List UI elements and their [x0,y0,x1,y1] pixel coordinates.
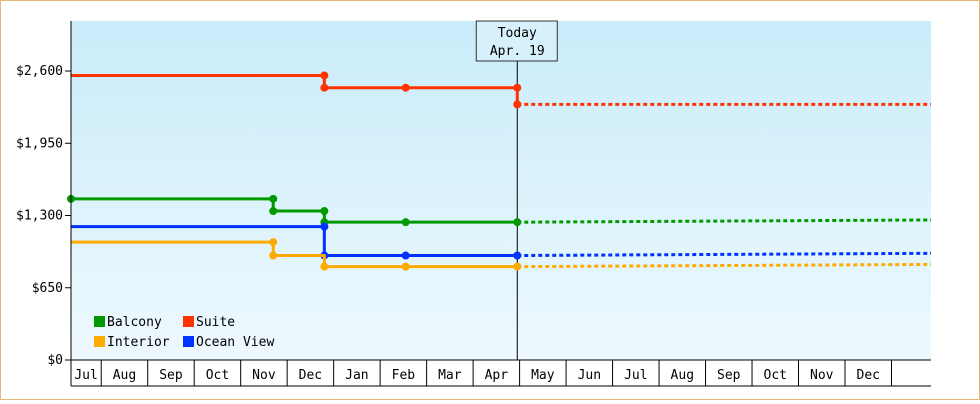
series-balcony-point-5 [401,218,410,227]
series-interior-projection [517,262,932,269]
legend-swatch-suite [183,316,194,327]
today-box [475,20,558,62]
series-interior-point-0 [269,238,278,247]
month-label-7: Feb [392,368,416,383]
series-suite-point-3 [513,83,522,92]
month-label-17: Dec [857,368,880,383]
month-label-6: Jan [345,368,368,383]
month-label-4: Nov [252,368,276,383]
legend-label-balcony: Balcony [107,315,162,330]
month-label-11: Jun [578,368,601,383]
series-interior-point-1 [269,251,278,260]
legend-label-suite: Suite [196,315,235,330]
legend-swatch-balcony [94,316,105,327]
y-tick-label-4: $2,600 [16,64,63,79]
month-label-15: Oct [764,368,787,383]
legend-swatch-interior [94,336,105,347]
today-label: Today [498,26,537,41]
series-balcony-point-2 [269,207,278,216]
series-balcony-projection [517,218,932,224]
month-label-3: Oct [206,368,229,383]
y-tick-label-1: $650 [32,281,63,296]
month-label-13: Aug [671,368,694,383]
month-label-14: Sep [717,368,741,383]
legend-label-interior: Interior [107,335,170,350]
month-label-8: Mar [438,368,462,383]
series-balcony-point-1 [269,194,278,203]
y-tick-label-2: $1,300 [16,209,63,224]
series-ocean-view-point-0 [320,222,329,231]
legend-label-ocean-view: Ocean View [196,335,274,350]
month-label-10: May [531,368,555,383]
legend-swatch-ocean-view [183,336,194,347]
y-tick-label-0: $0 [47,353,63,368]
series-suite-point-4 [513,100,522,109]
series-ocean-view-point-2 [401,251,410,260]
y-tick-label-3: $1,950 [16,136,63,151]
month-label-0: Jul [74,368,97,383]
plot-area [71,21,931,360]
series-ocean-view-projection [517,251,932,258]
series-suite-point-1 [320,83,329,92]
series-suite-point-0 [320,71,329,80]
series-suite-point-2 [401,83,410,92]
today-date: Apr. 19 [490,44,545,59]
series-balcony-point-6 [513,218,522,227]
month-label-5: Dec [299,368,322,383]
month-label-2: Sep [159,368,183,383]
series-interior-point-4 [513,262,522,271]
series-balcony-point-3 [320,207,329,216]
month-label-12: Jul [624,368,647,383]
month-label-16: Nov [810,368,834,383]
series-interior-point-3 [401,262,410,271]
month-label-9: Apr [485,368,509,383]
month-label-1: Aug [113,368,136,383]
series-interior-point-2 [320,262,329,271]
series-ocean-view-point-3 [513,251,522,260]
